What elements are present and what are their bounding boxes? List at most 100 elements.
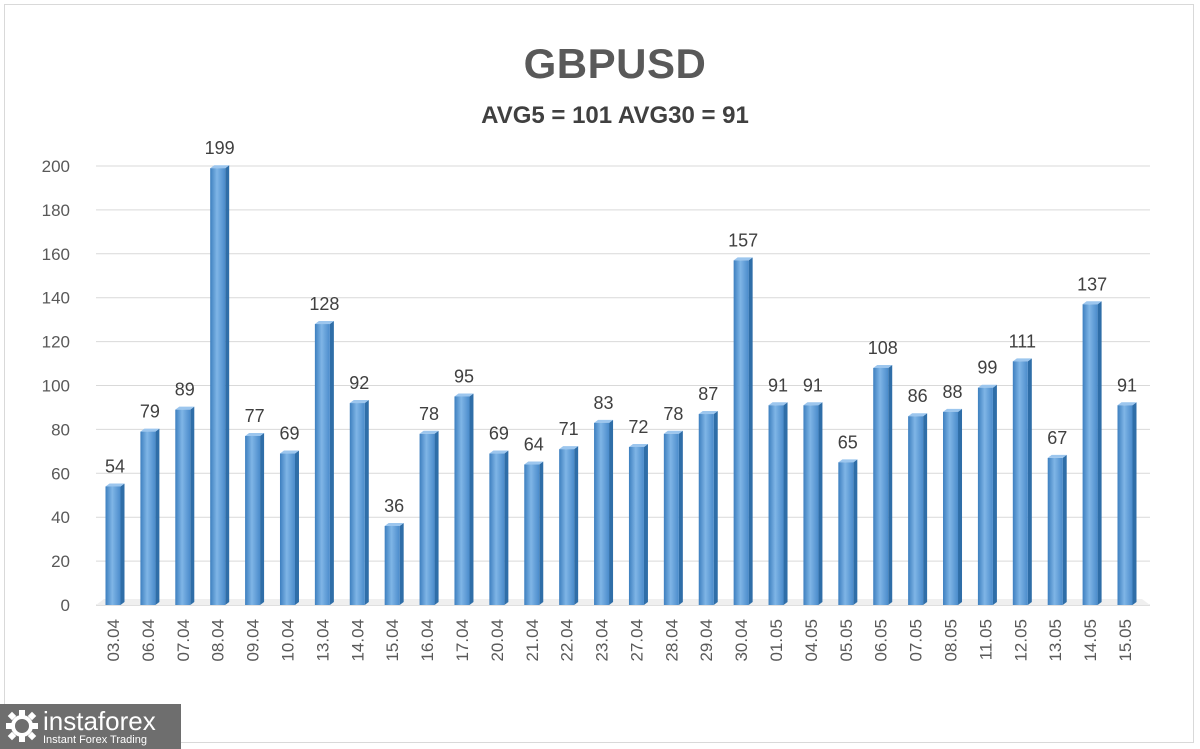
bar-side (504, 450, 509, 605)
bar-top (838, 459, 858, 463)
bar-top (175, 406, 195, 410)
x-tick-label: 06.05 (872, 619, 891, 662)
bar-top (768, 402, 788, 406)
x-tick-label: 14.05 (1081, 619, 1100, 662)
logo-gear-icon (6, 710, 38, 742)
bar (454, 396, 470, 605)
bar-side (260, 432, 265, 605)
bar-top (279, 450, 299, 454)
data-label: 199 (205, 138, 235, 158)
bar-side (399, 522, 404, 605)
bar-side (853, 459, 858, 605)
bar (977, 387, 993, 605)
bar (698, 414, 714, 605)
data-label: 69 (279, 424, 299, 444)
data-label: 95 (454, 366, 474, 386)
bar (594, 422, 610, 605)
data-label: 71 (559, 419, 579, 439)
data-label: 79 (140, 402, 160, 422)
bar (419, 433, 435, 605)
y-tick-label: 0 (61, 596, 70, 615)
data-label: 99 (977, 358, 997, 378)
x-tick-label: 06.04 (139, 619, 158, 662)
y-tick-label: 80 (51, 420, 70, 439)
bar (314, 324, 330, 605)
bar (140, 431, 156, 605)
logo-name: instaforex (43, 706, 156, 736)
bar-side (1097, 301, 1102, 605)
x-tick-label: 23.04 (593, 619, 612, 662)
bar-side (818, 402, 823, 605)
y-tick-label: 200 (42, 157, 70, 176)
y-tick-label: 140 (42, 289, 70, 308)
data-label: 67 (1047, 428, 1067, 448)
bar (1012, 361, 1028, 605)
x-tick-label: 11.05 (976, 619, 995, 660)
data-label: 91 (1117, 375, 1137, 395)
x-tick-label: 28.04 (662, 619, 681, 662)
bar-side (539, 461, 544, 605)
bar-side (294, 450, 299, 605)
x-tick-label: 15.05 (1116, 619, 1135, 662)
data-label: 78 (419, 404, 439, 424)
y-tick-label: 40 (51, 508, 70, 527)
bar (768, 405, 784, 605)
bar-side (469, 393, 474, 605)
bar-side (364, 400, 369, 605)
bar-top (908, 413, 928, 417)
x-tick-label: 14.04 (348, 619, 367, 662)
bar-side (992, 384, 997, 605)
bar (663, 433, 679, 605)
bar (384, 525, 400, 605)
x-tick-label: 08.04 (209, 619, 228, 662)
bar-top (803, 402, 823, 406)
x-tick-label: 15.04 (383, 619, 402, 662)
data-label: 137 (1077, 274, 1107, 294)
bar (873, 367, 889, 605)
chart-title: GBPUSD (523, 40, 707, 87)
x-tick-label: 30.04 (732, 619, 751, 662)
x-tick-label: 22.04 (558, 619, 577, 662)
x-tick-label: 20.04 (488, 619, 507, 662)
bar-top (419, 430, 439, 434)
bar-top (454, 393, 474, 397)
bar-top (1117, 402, 1137, 406)
bar-top (698, 411, 718, 415)
x-tick-label: 05.05 (837, 619, 856, 662)
bar-top (489, 450, 509, 454)
bar (105, 486, 121, 605)
bar-top (943, 408, 963, 412)
data-label: 86 (908, 386, 928, 406)
bar-side (1062, 454, 1067, 605)
bar-side (678, 430, 683, 605)
chart-frame (4, 4, 1194, 743)
y-tick-label: 100 (42, 377, 70, 396)
data-label: 128 (309, 294, 339, 314)
bar-side (1132, 402, 1137, 605)
bar-side (748, 257, 753, 605)
data-label: 91 (768, 375, 788, 395)
bar-top (1047, 454, 1067, 458)
x-tick-label: 03.04 (104, 619, 123, 662)
bar-top (1082, 301, 1102, 305)
x-tick-label: 29.04 (697, 619, 716, 662)
x-tick-label: 16.04 (418, 619, 437, 662)
x-tick-label: 17.04 (453, 619, 472, 662)
bar-side (609, 419, 614, 605)
data-label: 108 (868, 338, 898, 358)
bar-top (245, 432, 265, 436)
y-tick-label: 20 (51, 552, 70, 571)
data-label: 83 (594, 393, 614, 413)
bar (1047, 457, 1063, 605)
y-tick-label: 180 (42, 201, 70, 220)
bar-side (713, 411, 718, 605)
bar-top (524, 461, 544, 465)
bar-top (873, 364, 893, 368)
data-label: 77 (245, 406, 265, 426)
x-tick-label: 21.04 (523, 619, 542, 662)
bar-side (574, 446, 579, 605)
bar (803, 405, 819, 605)
bar-top (384, 522, 404, 526)
data-label: 72 (628, 417, 648, 437)
y-tick-label: 160 (42, 245, 70, 264)
